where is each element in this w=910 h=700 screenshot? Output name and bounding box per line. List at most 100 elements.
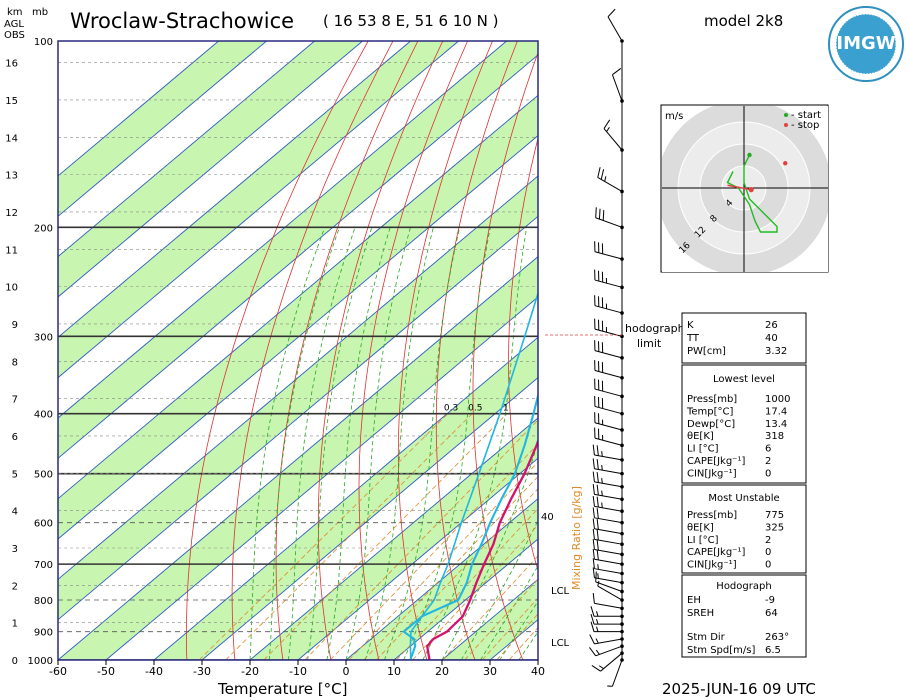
index-box — [681, 364, 807, 484]
station-coords: ( 16 53 8 E, 51 6 10 N ) — [323, 12, 499, 30]
index-key: LI [°C] — [687, 444, 719, 455]
x-tick-label: 40 — [531, 665, 545, 678]
km-tick-label: 11 — [5, 245, 18, 256]
mixing-ratio-value: 15 — [664, 404, 675, 414]
isotherm-line — [58, 175, 538, 580]
index-value: 263° — [765, 632, 789, 643]
isotherm-line — [58, 41, 507, 419]
mixing-ratio-line — [263, 413, 508, 660]
km-tick-label: 10 — [5, 283, 18, 294]
index-key: θE[K] — [687, 431, 714, 442]
wind-barb — [597, 580, 624, 602]
stop-marker — [784, 123, 788, 127]
wind-barb — [592, 507, 624, 525]
km-tick-label: 0 — [12, 656, 18, 667]
moist-adiabat — [249, 227, 326, 660]
index-key: CIN[Jkg⁻¹] — [687, 560, 737, 571]
pressure-tick-label: 300 — [34, 332, 53, 343]
index-title: Lowest level — [713, 374, 775, 385]
datetime-label: 2025-JUN-16 09 UTC — [662, 680, 816, 698]
isotherm-line — [297, 457, 538, 660]
agl-label: AGL — [4, 19, 24, 30]
dry-adiabat — [543, 41, 626, 673]
mixing-ratio-value: 8 — [623, 404, 629, 414]
moist-adiabat — [268, 227, 340, 660]
x-tick-label: 20 — [435, 665, 449, 678]
wind-barb — [592, 471, 624, 489]
hodograph-start-point — [747, 152, 752, 158]
lcl-upper-label: LCL — [551, 586, 570, 597]
pressure-tick-label: 1000 — [28, 656, 53, 667]
km-tick-label: 1 — [12, 619, 18, 630]
legend-start: - start — [791, 110, 821, 121]
index-value: 26 — [765, 320, 778, 331]
isotherm-line — [58, 41, 459, 379]
isotherm-line — [58, 41, 267, 217]
x-axis-title: Temperature [°C] — [217, 680, 347, 698]
wind-barb — [589, 634, 624, 645]
storm-motion-point — [748, 187, 754, 193]
km-tick-label: 4 — [12, 507, 18, 518]
km-tick-label: 3 — [12, 544, 18, 555]
index-key: LI [°C] — [687, 535, 719, 546]
cape-level-label: 40 — [541, 512, 554, 523]
mixing-ratio-value: 1 — [503, 404, 509, 414]
index-value: 13.4 — [765, 419, 787, 430]
wind-barb — [592, 539, 624, 557]
x-tick-label: -60 — [49, 665, 67, 678]
wind-barb — [592, 548, 624, 566]
index-key: θE[K] — [687, 522, 714, 533]
wind-barb — [594, 360, 624, 380]
dry-adiabat — [839, 41, 910, 673]
isotherm-line — [58, 54, 538, 459]
wind-barb — [590, 613, 624, 626]
profile-dewp — [402, 391, 538, 660]
km-tick-label: 5 — [12, 469, 18, 480]
storm-motion-vector — [727, 184, 752, 191]
index-value: 325 — [765, 522, 784, 533]
wind-barb — [594, 269, 624, 290]
mixing-ratio-value: 2 — [540, 404, 546, 414]
mixing-ratio-value: 10 — [637, 404, 649, 414]
wind-barb — [592, 592, 624, 611]
mixing-ratio-line — [304, 419, 538, 660]
pressure-tick-label: 800 — [34, 596, 53, 607]
wind-barb — [595, 571, 624, 594]
index-key: CIN[Jkg⁻¹] — [687, 468, 737, 479]
index-value: 0 — [765, 560, 771, 571]
dry-adiabat — [890, 41, 910, 673]
mixing-ratio-line — [376, 488, 538, 660]
moist-adiabat — [326, 227, 391, 660]
wind-barb — [590, 606, 624, 619]
mixing-ratio-line — [412, 524, 538, 660]
isotherm-line — [249, 417, 538, 660]
wind-barb — [597, 167, 624, 194]
mixing-ratio-line — [442, 555, 538, 660]
index-value: 6.5 — [765, 645, 781, 656]
isotherm-line — [393, 538, 538, 660]
dry-adiabat — [231, 41, 394, 660]
index-value: -9 — [765, 595, 775, 606]
wind-barb — [592, 567, 624, 585]
hodograph-trace — [726, 154, 778, 233]
wind-barb — [592, 483, 624, 502]
wind-barb — [591, 651, 624, 672]
km-tick-label: 8 — [12, 357, 18, 368]
mixing-ratio-value: 3 — [563, 404, 569, 414]
index-value: 1000 — [765, 394, 790, 405]
lcl-lower-label: LCL — [551, 638, 570, 649]
index-key: TT — [686, 333, 700, 344]
pressure-tick-label: 200 — [34, 223, 53, 234]
km-tick-label: 2 — [12, 581, 18, 592]
hodograph-stop-point — [783, 161, 788, 166]
index-box — [681, 484, 807, 574]
wind-barb — [603, 119, 624, 152]
wind-barb — [592, 558, 624, 576]
index-value: 775 — [765, 510, 784, 521]
isotherm-line — [58, 135, 538, 540]
index-value: 17.4 — [765, 406, 787, 417]
station-title: Wroclaw-Strachowice — [70, 9, 294, 33]
mixing-ratio-line — [198, 413, 449, 660]
